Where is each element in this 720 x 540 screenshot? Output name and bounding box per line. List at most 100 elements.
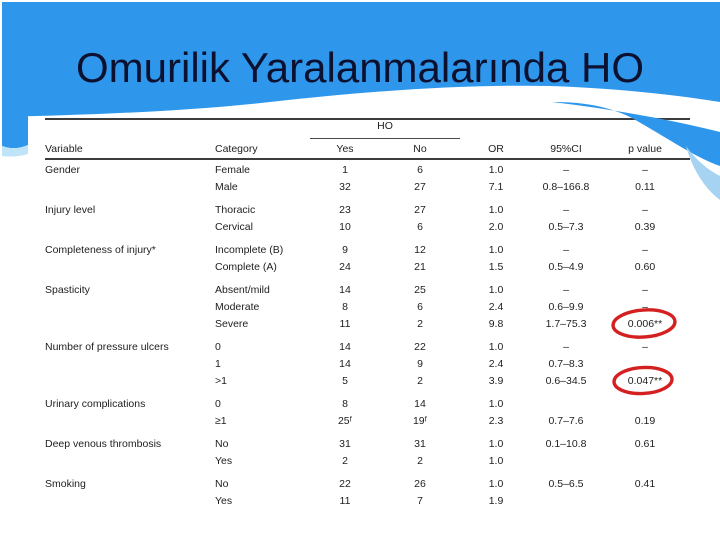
table-row: Yes 2 2 1.0	[45, 452, 690, 469]
cell-pvalue: 0.19	[634, 414, 656, 427]
cell-ci: 0.7–7.6	[548, 414, 584, 427]
cell-or: 7.1	[488, 180, 504, 193]
cell-category: Yes	[215, 494, 233, 507]
table-row: Injury level Thoracic 23 27 1.0 – –	[45, 201, 690, 218]
cell-ho-no: 19ᶠ	[412, 414, 428, 427]
cell-ho-no: 27	[414, 180, 426, 193]
cell-pvalue: –	[642, 243, 648, 256]
cell-or: 2.4	[488, 357, 504, 370]
cell-pvalue: –	[642, 340, 648, 353]
table-row: Yes 11 7 1.9	[45, 492, 690, 509]
cell-category: Moderate	[215, 300, 260, 313]
cell-or: 1.0	[488, 477, 504, 490]
cell-ho-no: 31	[414, 437, 426, 450]
cell-ho-yes: 14	[339, 340, 351, 353]
cell-category: Complete (A)	[215, 260, 277, 273]
cell-ho-no: 2	[417, 317, 423, 330]
cell-ci: –	[563, 340, 569, 353]
cell-ho-no: 2	[417, 374, 423, 387]
table-row: Urinary complications 0 8 14 1.0	[45, 395, 690, 412]
col-header-no: No	[413, 143, 427, 155]
cell-ho-no: 2	[417, 454, 423, 467]
cell-pvalue: 0.11	[635, 180, 655, 193]
table-row: Gender Female 1 6 1.0 – –	[45, 161, 690, 178]
col-header-category: Category	[215, 143, 258, 155]
table-row: Cervical 10 6 2.0 0.5–7.3 0.39	[45, 218, 690, 235]
cell-ci: 0.6–9.9	[548, 300, 584, 313]
cell-pvalue: 0.006**	[627, 317, 663, 330]
table-top-rule	[45, 118, 690, 120]
table-panel: HO Variable Category Yes No OR 95%CI p v…	[28, 112, 696, 540]
ho-column-spanner: HO	[310, 120, 460, 139]
cell-or: 1.0	[488, 340, 504, 353]
cell-variable: Smoking	[45, 477, 86, 490]
cell-or: 2.4	[488, 300, 504, 313]
col-header-or: OR	[488, 143, 504, 155]
cell-pvalue: 0.60	[634, 260, 656, 273]
cell-ho-yes: 24	[339, 260, 351, 273]
cell-ci: 0.5–7.3	[548, 220, 584, 233]
cell-ho-yes: 9	[342, 243, 348, 256]
cell-ho-no: 7	[417, 494, 423, 507]
table-row: Completeness of injury* Incomplete (B) 9 12…	[45, 241, 690, 258]
cell-ho-yes: 25ᶠ	[337, 414, 353, 427]
cell-ho-no: 14	[414, 397, 426, 410]
cell-ho-no: 27	[414, 203, 426, 216]
cell-ho-yes: 10	[339, 220, 351, 233]
table-row: Complete (A) 24 21 1.5 0.5–4.9 0.60	[45, 258, 690, 275]
variable-group: Completeness of injury* Incomplete (B) 9 12…	[45, 241, 690, 275]
table-row: Number of pressure ulcers 0 14 22 1.0 – –	[45, 338, 690, 355]
cell-ci: –	[563, 243, 569, 256]
col-header-yes: Yes	[336, 143, 354, 155]
cell-pvalue: –	[642, 283, 648, 296]
cell-pvalue: 0.61	[634, 437, 656, 450]
cell-or: 1.0	[488, 283, 504, 296]
cell-ho-no: 12	[414, 243, 426, 256]
variable-group: Gender Female 1 6 1.0 – – Male 32 27 7.1 0.8–166.8 0…	[45, 161, 690, 195]
cell-variable: Completeness of injury*	[45, 243, 156, 256]
cell-ci: 0.8–166.8	[542, 180, 590, 193]
cell-ho-yes: 11	[339, 317, 351, 330]
cell-category: ≥1	[215, 414, 227, 427]
table-body: Gender Female 1 6 1.0– – Male 32 27 7.1 0.8–166.8 0…	[45, 161, 690, 509]
cell-category: Incomplete (B)	[215, 243, 284, 256]
cell-category: 0	[215, 340, 221, 353]
cell-ho-yes: 14	[339, 357, 351, 370]
cell-ho-yes: 22	[339, 477, 351, 490]
variable-group: Deep venous thrombosis No 31 31 1.0 0.1–10.8 0…	[45, 435, 690, 469]
cell-category: 1	[215, 357, 221, 370]
table-row: 1 14 9 2.4 0.7–8.3	[45, 355, 690, 372]
cell-ho-no: 22	[414, 340, 426, 353]
col-header-ci: 95%CI	[550, 143, 582, 155]
cell-pvalue: –	[642, 163, 648, 176]
wave-shape	[2, 145, 28, 157]
cell-or: 1.0	[488, 163, 504, 176]
cell-variable: Urinary complications	[45, 397, 146, 410]
table-row: ≥1 25ᶠ 19ᶠ 2.3 0.7–7.6 0.19	[45, 412, 690, 429]
cell-category: >1	[215, 374, 227, 387]
variable-group: Smoking No 22 26 1.0 0.5–6.5 0.41 Yes 11 7 1.9	[45, 475, 690, 509]
cell-ho-no: 6	[417, 163, 423, 176]
cell-category: Severe	[215, 317, 249, 330]
cell-variable: Injury level	[45, 203, 96, 216]
cell-pvalue: –	[642, 203, 648, 216]
variable-group: Number of pressure ulcers 0 14 22 1.0 – – 1 14 9 2…	[45, 338, 690, 389]
cell-ho-yes: 31	[339, 437, 351, 450]
table-row: Severe 11 2 9.8 1.7–75.3 0.006**	[45, 315, 690, 332]
cell-ci: 0.1–10.8	[545, 437, 587, 450]
cell-ho-no: 6	[417, 300, 423, 313]
cell-or: 3.9	[488, 374, 504, 387]
cell-category: Female	[215, 163, 251, 176]
cell-ho-yes: 23	[339, 203, 351, 216]
cell-ho-yes: 14	[339, 283, 351, 296]
cell-category: Male	[215, 180, 238, 193]
table-header-rule	[45, 158, 690, 160]
table-row: Spasticity Absent/mild 14 25 1.0 – –	[45, 281, 690, 298]
cell-ho-yes: 8	[342, 300, 348, 313]
cell-or: 2.3	[488, 414, 504, 427]
cell-or: 1.5	[488, 260, 504, 273]
cell-or: 1.0	[488, 243, 504, 256]
cell-ho-no: 25	[414, 283, 426, 296]
cell-ci: 0.5–4.9	[548, 260, 584, 273]
